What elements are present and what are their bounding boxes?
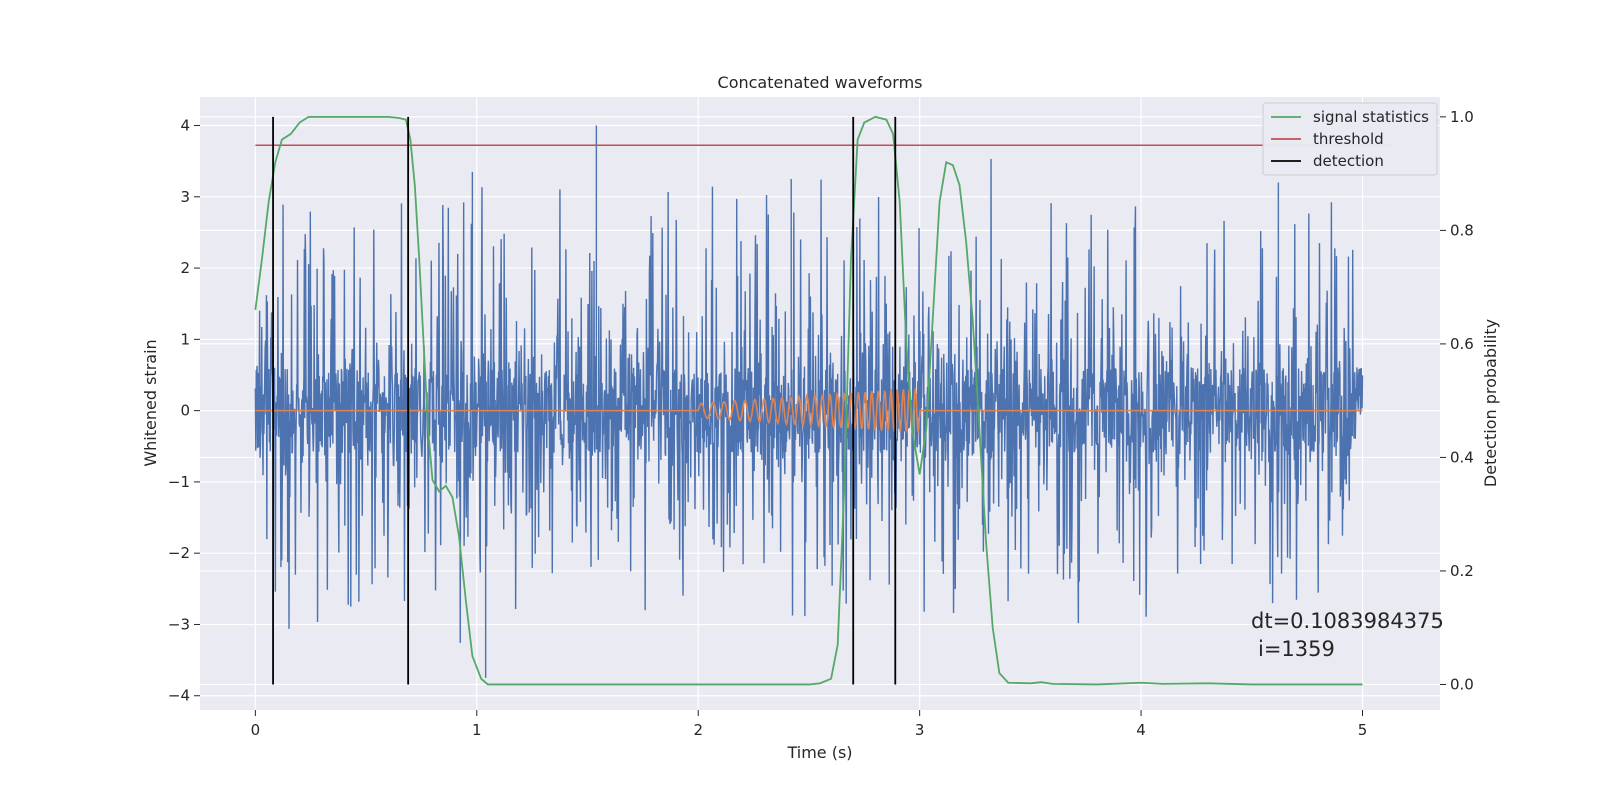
ticks: 0 1 2 3 4 5 −4 −3 −2 −1 0 1 2 3 4 0.0 0.2 0.4 0.6 0.8 1.0 <box>168 108 1474 739</box>
annotation-line-2: i=1359 <box>1258 637 1335 661</box>
x-tick-label: 3 <box>915 721 925 739</box>
y2-tick-label: 1.0 <box>1450 108 1474 126</box>
legend-label: signal statistics <box>1313 108 1429 126</box>
y-tick-label: −1 <box>168 473 190 491</box>
y-tick-label: −2 <box>168 544 190 562</box>
chart-title: Concatenated waveforms <box>718 73 923 92</box>
y-tick-label: 2 <box>180 259 190 277</box>
legend-box <box>1262 102 1438 176</box>
y2-axis-label: Detection probability <box>1481 319 1500 487</box>
y2-tick-label: 0.8 <box>1450 221 1474 239</box>
x-tick-label: 0 <box>251 721 261 739</box>
y-tick-label: 4 <box>180 117 190 135</box>
y-axis-label: Whitened strain <box>141 339 160 466</box>
y2-tick-label: 0.4 <box>1450 448 1474 466</box>
legend-label: detection <box>1313 152 1384 170</box>
legend: signal statistics threshold detection <box>1262 102 1438 176</box>
y-tick-label: −3 <box>168 615 190 633</box>
y-tick-label: 1 <box>180 330 190 348</box>
annotation-line-1: dt=0.1083984375 <box>1251 609 1444 633</box>
series-chirp-line <box>255 388 1363 434</box>
x-tick-label: 1 <box>472 721 482 739</box>
y-tick-label: 3 <box>180 188 190 206</box>
x-tick-label: 4 <box>1136 721 1146 739</box>
x-axis-label: Time (s) <box>786 743 852 762</box>
signal-statistics-line <box>254 115 1363 686</box>
y2-tick-label: 0.0 <box>1450 675 1474 693</box>
y-tick-label: −4 <box>168 687 190 705</box>
x-tick-label: 5 <box>1358 721 1368 739</box>
y-tick-label: 0 <box>180 402 190 420</box>
y2-tick-label: 0.6 <box>1450 335 1474 353</box>
series-noise-line <box>254 125 1364 678</box>
x-tick-label: 2 <box>693 721 703 739</box>
legend-label: threshold <box>1313 130 1384 148</box>
y2-tick-label: 0.2 <box>1450 562 1474 580</box>
plot-area <box>254 115 1393 686</box>
